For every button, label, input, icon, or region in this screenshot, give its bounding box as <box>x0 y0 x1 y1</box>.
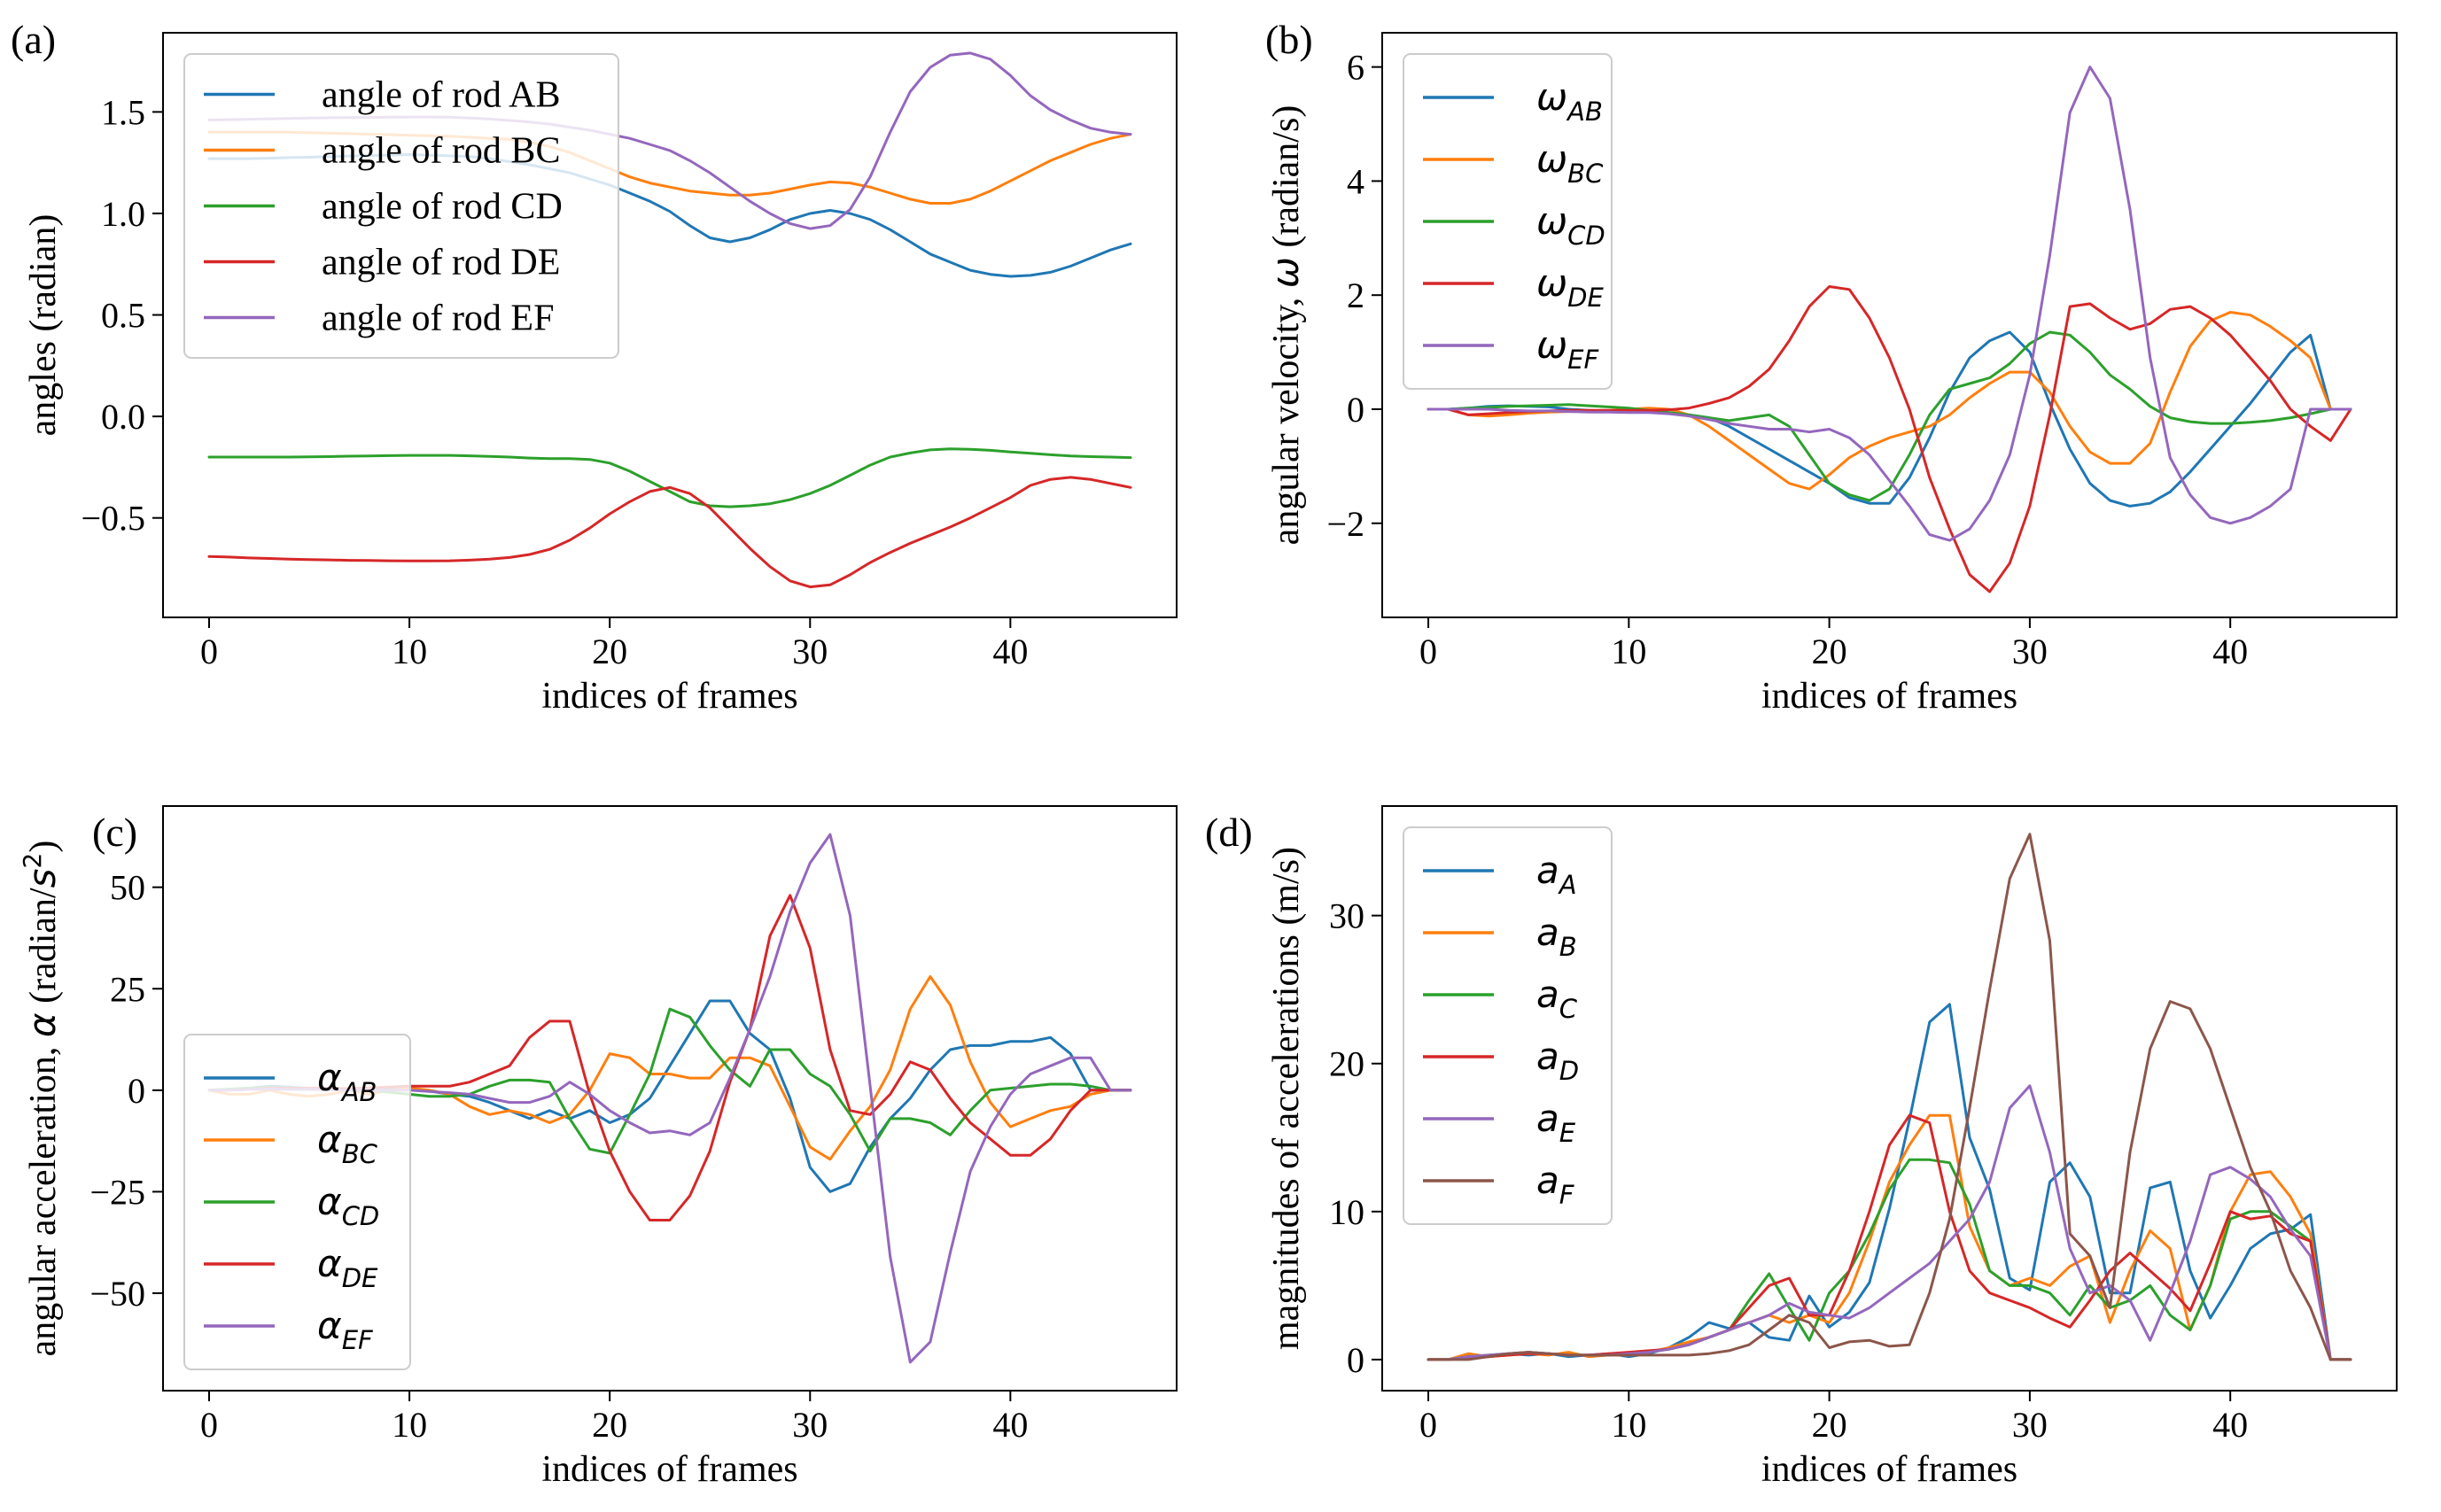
y-tick-label: 20 <box>1329 1044 1364 1084</box>
x-tick-label: 30 <box>2012 632 2048 671</box>
y-tick-label: 50 <box>110 868 145 908</box>
legend-entry: ωAB <box>1536 75 1603 127</box>
x-tick-label: 10 <box>1611 632 1646 671</box>
legend-entry: ωBC <box>1536 137 1604 189</box>
y-tick-label: 1.5 <box>101 92 145 132</box>
plot-frame <box>1381 32 2398 618</box>
x-axis-label: indices of frames <box>1761 676 2017 717</box>
y-tick-label: 1.0 <box>101 194 145 234</box>
plot-frame <box>1381 805 2398 1392</box>
x-tick-label: 20 <box>592 1405 627 1445</box>
legend: angle of rod AB angle of rod BC angle of r… <box>183 53 619 359</box>
legend-entry: αBC <box>317 1118 378 1169</box>
series-line-3 <box>207 447 1132 508</box>
legend-entry: angle of rod AB <box>322 75 560 116</box>
x-tick-label: 10 <box>392 1405 427 1445</box>
x-tick-label: 20 <box>1812 632 1847 671</box>
series-line-3 <box>1427 330 2352 502</box>
series-line-4 <box>1427 285 2352 593</box>
y-tick-label: 30 <box>1329 896 1364 936</box>
x-tick-label: 40 <box>992 632 1028 671</box>
legend-box <box>1403 826 1613 1225</box>
y-axis-label: angular acceleration, α (radian/s2) <box>18 841 64 1357</box>
panel-tag: (d) <box>1205 810 1253 855</box>
series-line-4 <box>207 476 1132 589</box>
x-tick-label: 30 <box>792 1405 828 1445</box>
legend-entry: angle of rod EF <box>322 299 554 339</box>
y-tick-label: 4 <box>1347 161 1364 201</box>
legend-entry: αDE <box>317 1242 378 1293</box>
y-axis-label: magnitudes of accelerations (m/s) <box>1266 847 1307 1350</box>
x-tick-label: 40 <box>992 1405 1028 1445</box>
y-tick-label: 0 <box>1347 390 1364 430</box>
legend-entry: aD <box>1536 1035 1579 1086</box>
panel-tag: (a) <box>11 17 56 62</box>
plot-frame <box>162 805 1178 1392</box>
x-tick-label: 0 <box>1419 632 1437 671</box>
y-tick-label: 2 <box>1347 275 1364 315</box>
legend-entry: aE <box>1536 1097 1576 1148</box>
series-group <box>1427 66 2352 593</box>
legend-entry: aB <box>1536 911 1577 962</box>
x-tick-label: 0 <box>1419 1405 1437 1445</box>
plot-frame <box>162 32 1178 618</box>
y-tick-label: 0.5 <box>101 296 145 336</box>
legend-entry: αCD <box>317 1180 379 1231</box>
x-tick-label: 30 <box>2012 1405 2048 1445</box>
legend-entry: αAB <box>317 1056 377 1107</box>
legend-entry: angle of rod DE <box>322 243 560 283</box>
legend-box <box>183 53 619 359</box>
series-group <box>1427 833 2352 1361</box>
y-tick-label: −50 <box>89 1274 145 1314</box>
panel-a: (a) 0 10 20 30 40 −0.5 0.0 0.5 1.0 1.5 indices of f… <box>11 17 1178 717</box>
x-tick-label: 10 <box>392 632 427 671</box>
x-axis-label: indices of frames <box>541 676 797 717</box>
legend: αAB αBC αCD αDE αEF <box>183 1034 411 1370</box>
legend: ωAB ωBC ωCD ωDE ωEF <box>1403 53 1613 390</box>
x-tick-label: 0 <box>200 1405 218 1445</box>
panel-c: (c) 0 10 20 30 40 −50 −25 0 25 50 indices of frames… <box>18 805 1178 1490</box>
y-tick-label: 0 <box>128 1071 145 1111</box>
legend-entry: ωDE <box>1536 261 1605 313</box>
x-tick-label: 40 <box>2212 632 2248 671</box>
legend-entry: αEF <box>317 1304 374 1355</box>
series-line-6 <box>1427 833 2352 1361</box>
y-tick-label: −0.5 <box>81 499 145 539</box>
series-line-5 <box>1427 66 2352 542</box>
x-tick-label: 0 <box>200 632 218 671</box>
legend-entry: aA <box>1536 849 1577 900</box>
panel-tag: (c) <box>92 810 137 855</box>
x-axis-label: indices of frames <box>541 1449 797 1490</box>
x-tick-label: 20 <box>1812 1405 1847 1445</box>
y-tick-label: 6 <box>1347 48 1364 88</box>
legend: aA aB aC aD aE aF <box>1403 826 1613 1225</box>
legend-entry: angle of rod CD <box>322 187 563 228</box>
panel-tag: (b) <box>1265 17 1313 62</box>
x-tick-label: 20 <box>592 632 627 671</box>
y-tick-label: 0 <box>1347 1340 1364 1380</box>
y-tick-label: 25 <box>110 969 145 1009</box>
legend-entry: ωEF <box>1536 323 1599 375</box>
y-axis-label: angles (radian) <box>23 214 64 437</box>
legend-entry: angle of rod BC <box>322 131 560 172</box>
x-tick-label: 30 <box>792 632 828 671</box>
legend-entry: aC <box>1536 973 1578 1024</box>
legend-entry: ωCD <box>1536 199 1605 251</box>
legend-box <box>183 1034 411 1370</box>
y-tick-label: −2 <box>1326 504 1364 544</box>
x-tick-label: 10 <box>1611 1405 1646 1445</box>
y-tick-label: 0.0 <box>101 397 145 437</box>
x-tick-label: 40 <box>2212 1405 2248 1445</box>
y-tick-label: 10 <box>1329 1192 1364 1232</box>
legend-entry: aF <box>1536 1159 1575 1210</box>
x-axis-label: indices of frames <box>1761 1449 2017 1490</box>
y-tick-label: −25 <box>89 1172 145 1212</box>
panel-b: (b) 0 10 20 30 40 −2 0 2 4 6 indices of frames angul… <box>1263 17 2398 717</box>
y-axis-label: angular velocity, ω (radian/s) <box>1263 105 1307 546</box>
legend-box <box>1403 53 1613 390</box>
